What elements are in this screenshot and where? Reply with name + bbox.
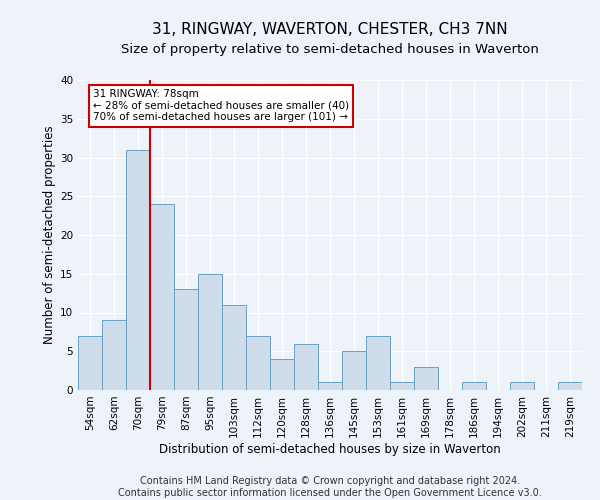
Bar <box>462 382 486 390</box>
Y-axis label: Number of semi-detached properties: Number of semi-detached properties <box>43 126 56 344</box>
Bar <box>78 336 102 390</box>
Bar <box>414 367 438 390</box>
Bar <box>126 150 150 390</box>
Bar <box>198 274 222 390</box>
Text: Contains HM Land Registry data © Crown copyright and database right 2024.
Contai: Contains HM Land Registry data © Crown c… <box>118 476 542 498</box>
Bar <box>294 344 318 390</box>
Bar <box>366 336 390 390</box>
Bar <box>342 351 366 390</box>
Bar <box>510 382 534 390</box>
Bar <box>318 382 342 390</box>
Text: 31 RINGWAY: 78sqm
← 28% of semi-detached houses are smaller (40)
70% of semi-det: 31 RINGWAY: 78sqm ← 28% of semi-detached… <box>93 90 349 122</box>
Bar <box>390 382 414 390</box>
Bar <box>222 304 246 390</box>
Bar <box>558 382 582 390</box>
Bar <box>102 320 126 390</box>
Text: 31, RINGWAY, WAVERTON, CHESTER, CH3 7NN: 31, RINGWAY, WAVERTON, CHESTER, CH3 7NN <box>152 22 508 38</box>
Bar <box>270 359 294 390</box>
X-axis label: Distribution of semi-detached houses by size in Waverton: Distribution of semi-detached houses by … <box>159 442 501 456</box>
Bar <box>246 336 270 390</box>
Bar <box>150 204 174 390</box>
Text: Size of property relative to semi-detached houses in Waverton: Size of property relative to semi-detach… <box>121 42 539 56</box>
Bar <box>174 289 198 390</box>
